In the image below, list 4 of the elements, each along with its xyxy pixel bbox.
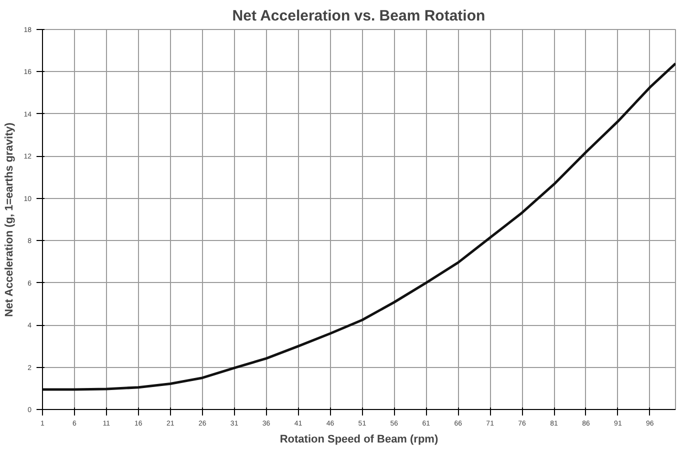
- y-axis-title: Net Acceleration (g, 1=earths gravity): [4, 122, 16, 317]
- chart-title: Net Acceleration vs. Beam Rotation: [232, 8, 486, 24]
- x-axis-title: Rotation Speed of Beam (rpm): [280, 434, 438, 446]
- line-series: [42, 62, 676, 391]
